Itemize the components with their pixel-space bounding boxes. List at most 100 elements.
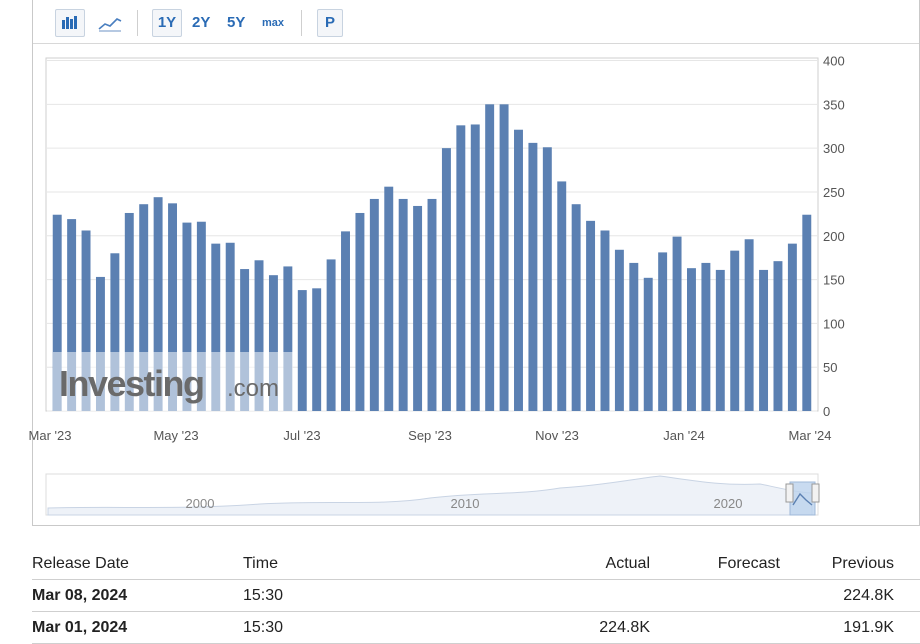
bar[interactable] — [168, 203, 177, 411]
bar[interactable] — [81, 230, 91, 411]
header-actual: Actual — [605, 555, 650, 572]
y-tick-label: 200 — [823, 229, 845, 244]
bar[interactable] — [759, 269, 769, 411]
bar[interactable] — [802, 214, 812, 411]
y-tick-label: 100 — [823, 316, 845, 331]
x-tick-label: Jan '24 — [663, 428, 705, 443]
range-1y-button[interactable]: 1Y — [152, 9, 182, 37]
bar[interactable] — [369, 198, 379, 411]
bar[interactable] — [254, 260, 264, 411]
navigator-selection-line — [792, 492, 813, 506]
bar[interactable] — [240, 269, 250, 411]
toolbar-separator — [301, 10, 302, 36]
bar[interactable] — [499, 104, 509, 411]
bar[interactable] — [225, 242, 235, 411]
bar[interactable] — [326, 259, 336, 411]
header-previous: Previous — [831, 555, 894, 572]
y-tick-label: 400 — [823, 54, 845, 69]
bar[interactable] — [715, 269, 725, 411]
navigator-series — [47, 475, 813, 516]
y-tick-label: 50 — [823, 360, 837, 375]
navigator-right-handle[interactable] — [811, 483, 820, 503]
investing-watermark: Investing .com — [53, 352, 293, 411]
bar[interactable] — [744, 239, 754, 411]
bar[interactable] — [600, 230, 610, 411]
bar[interactable] — [139, 204, 149, 411]
bar[interactable] — [773, 261, 783, 411]
bar[interactable] — [701, 262, 711, 411]
x-tick-label: Sep '23 — [408, 428, 452, 443]
range-5y-button[interactable]: 5Y — [227, 14, 246, 31]
bar[interactable] — [528, 142, 538, 411]
y-tick-label: 250 — [823, 185, 845, 200]
bar-chart-button[interactable] — [55, 9, 85, 37]
navigator[interactable]: 2000 2010 2020 — [45, 473, 820, 516]
bar[interactable] — [312, 288, 322, 411]
range-max-button[interactable]: max — [262, 17, 285, 29]
navigator-label-2000: 2000 — [186, 496, 215, 511]
y-tick-label: 0 — [823, 404, 830, 419]
bar[interactable] — [95, 276, 105, 411]
bar[interactable] — [441, 148, 451, 412]
watermark-brand: Investing — [59, 363, 204, 404]
bar[interactable] — [787, 243, 797, 411]
bar[interactable] — [398, 198, 408, 411]
bar[interactable] — [283, 266, 293, 411]
p-button[interactable]: P — [317, 9, 343, 37]
bar[interactable] — [542, 147, 552, 411]
cell-release-date: Mar 08, 2024 — [32, 587, 128, 604]
header-time: Time — [243, 555, 278, 572]
bar[interactable] — [629, 262, 639, 411]
bar[interactable] — [687, 268, 696, 411]
bar[interactable] — [413, 205, 423, 411]
bar-chart-icon — [62, 16, 77, 29]
bar[interactable] — [211, 243, 221, 411]
cell-previous: 191.9K — [843, 619, 894, 636]
bar[interactable] — [355, 212, 365, 411]
x-tick-label: Mar '24 — [789, 428, 832, 443]
bar[interactable] — [52, 214, 62, 411]
bar[interactable] — [658, 252, 668, 411]
bar[interactable] — [384, 186, 394, 411]
bar[interactable] — [614, 249, 624, 411]
bar[interactable] — [470, 124, 480, 411]
line-chart-icon — [98, 18, 122, 32]
navigator-label-2020: 2020 — [714, 496, 743, 511]
release-table: Release Date Time Actual Forecast Previo… — [32, 548, 920, 644]
bar[interactable] — [124, 212, 134, 411]
bar[interactable] — [110, 253, 120, 411]
y-tick-label: 350 — [823, 97, 845, 112]
bar[interactable] — [268, 275, 278, 411]
navigator-selection[interactable] — [789, 481, 816, 516]
bar[interactable] — [67, 219, 77, 411]
y-tick-label: 300 — [823, 141, 845, 156]
bar[interactable] — [586, 220, 596, 411]
line-chart-button[interactable] — [95, 9, 125, 37]
cell-previous: 224.8K — [843, 587, 894, 604]
toolbar-separator — [137, 10, 138, 36]
x-tick-label: May '23 — [153, 428, 198, 443]
bar[interactable] — [456, 125, 466, 411]
bar[interactable] — [730, 250, 740, 411]
bar[interactable] — [153, 197, 163, 411]
bar[interactable] — [514, 129, 523, 411]
bar[interactable] — [341, 231, 350, 411]
range-2y-button[interactable]: 2Y — [192, 14, 211, 31]
bar[interactable] — [182, 222, 192, 411]
bar[interactable] — [297, 290, 307, 411]
table-row: Mar 01, 2024 15:30 224.8K 191.9K — [32, 612, 920, 644]
bar[interactable] — [485, 104, 495, 411]
bar[interactable] — [672, 236, 682, 411]
table-header-row: Release Date Time Actual Forecast Previo… — [32, 548, 920, 580]
bar[interactable] — [427, 198, 437, 411]
navigator-left-handle[interactable] — [785, 483, 794, 503]
bar[interactable] — [196, 221, 206, 411]
header-forecast: Forecast — [717, 555, 780, 572]
chart-toolbar: 1Y 2Y 5Y max P — [33, 0, 919, 44]
x-axis-labels: Mar '23 May '23 Jul '23 Sep '23 Nov '23 Jan '… — [29, 428, 832, 443]
bar[interactable] — [571, 204, 581, 411]
bar[interactable] — [557, 181, 567, 411]
table-row: Mar 08, 2024 15:30 224.8K — [32, 580, 920, 612]
cell-time: 15:30 — [243, 587, 284, 604]
bar[interactable] — [643, 277, 653, 411]
